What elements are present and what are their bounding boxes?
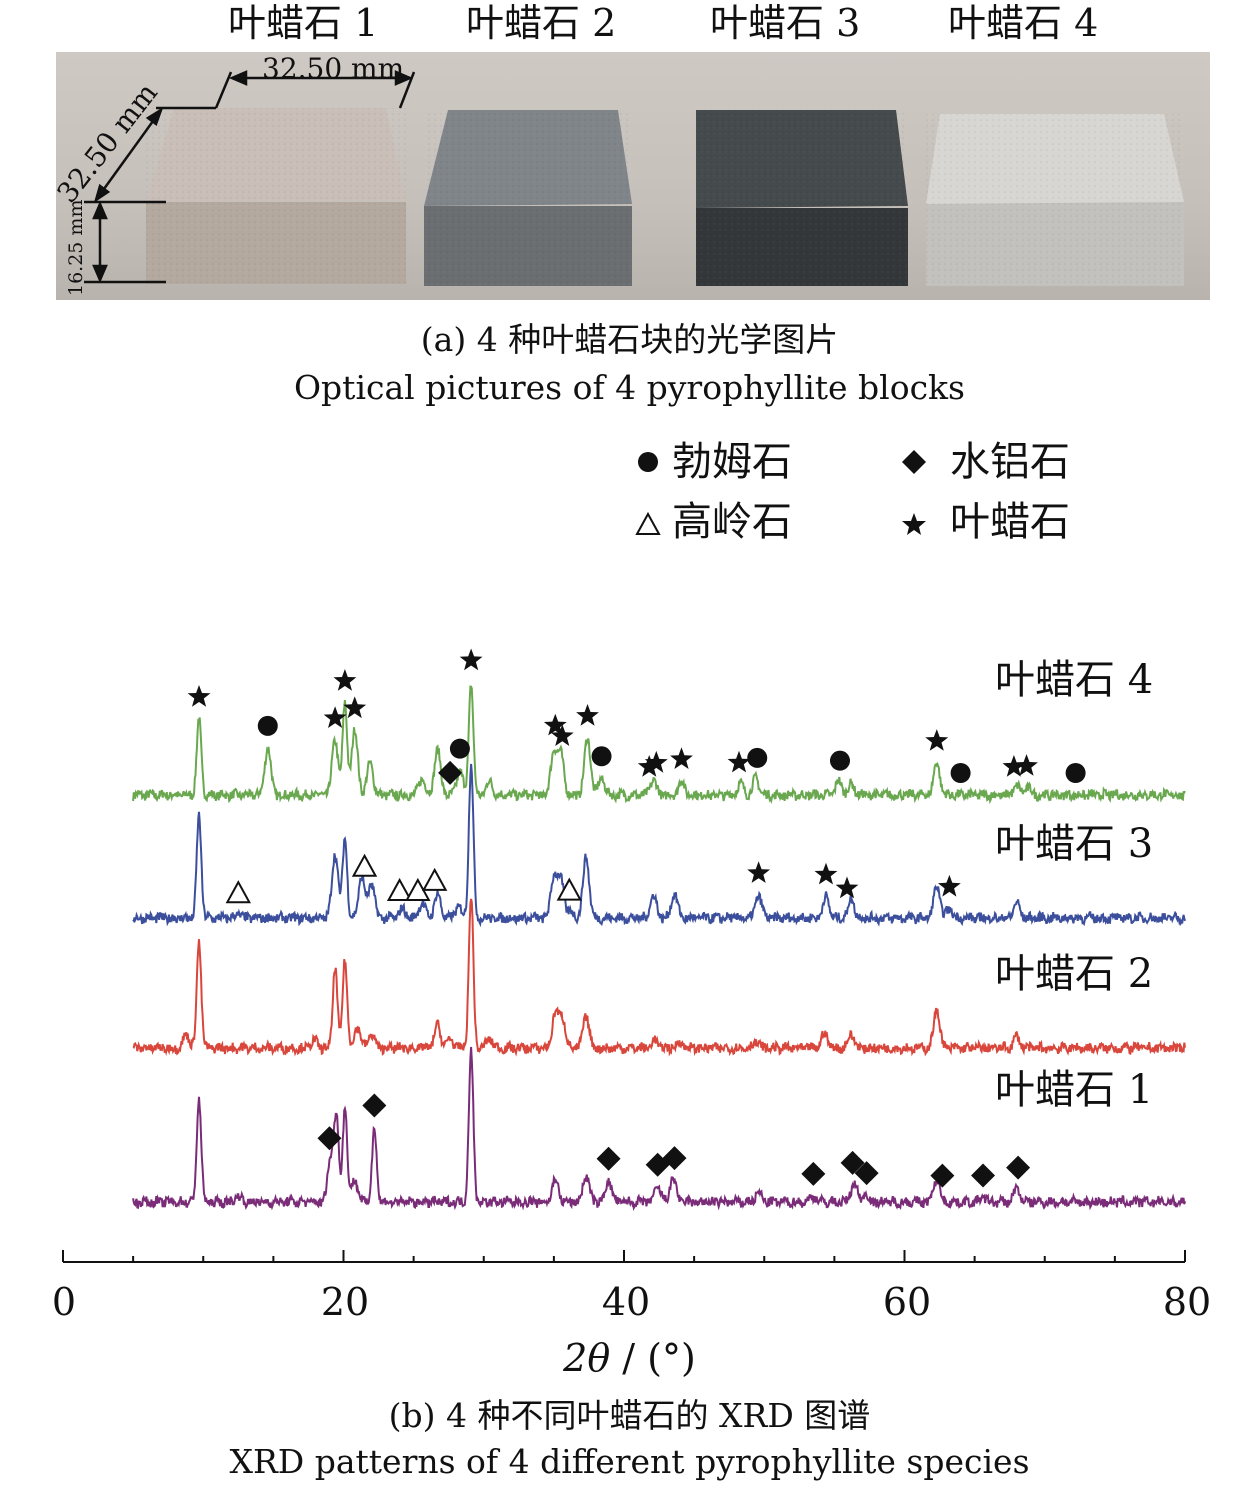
legend-label-kaolinite: 高岭石	[672, 499, 792, 545]
peak-marker-star-icon	[938, 874, 961, 897]
dimension-height-label: 16.25 mm	[65, 199, 87, 296]
peak-marker-diamond-icon	[362, 1093, 387, 1118]
peak-marker-triangle-open-icon	[351, 853, 378, 877]
dimension-width-label: 32.50 mm	[262, 52, 405, 85]
peak-marker-circle-icon	[1065, 763, 1086, 783]
peak-marker-star-icon	[576, 704, 599, 726]
block-2	[424, 110, 632, 286]
peak-marker-star-icon	[670, 747, 693, 769]
block-4	[926, 114, 1184, 286]
peak-marker-diamond-icon	[840, 1150, 865, 1175]
x-tick-label-20: 20	[320, 1280, 370, 1324]
caption-b-en: XRD patterns of 4 different pyrophyllite…	[229, 1442, 1030, 1481]
peak-marker-diamond-icon	[854, 1161, 879, 1186]
block-label-2: 叶蜡石 2	[466, 1, 617, 45]
legend-circle-icon	[638, 452, 658, 472]
peak-marker-star-icon	[814, 862, 838, 885]
peak-marker-circle-icon	[829, 750, 850, 771]
xrd-chart	[62, 648, 1186, 1263]
peak-marker-diamond-icon	[438, 760, 463, 785]
peak-marker-diamond-icon	[971, 1163, 996, 1188]
peak-marker-star-icon	[727, 750, 751, 773]
x-tick-label-80: 80	[1162, 1280, 1212, 1324]
xrd-curve-4	[132, 685, 1186, 805]
caption-a-en: Optical pictures of 4 pyrophyllite block…	[294, 368, 965, 407]
peak-marker-star-icon	[187, 685, 211, 707]
series-label-3: 叶蜡石 3	[995, 821, 1154, 867]
peak-marker-star-icon	[644, 750, 668, 773]
pyrophyllite-blocks-photo	[56, 52, 1210, 300]
xrd-peak-markers	[187, 648, 1086, 1188]
peak-marker-star-icon	[333, 669, 357, 691]
block-label-3: 叶蜡石 3	[710, 1, 861, 45]
peak-marker-circle-icon	[747, 747, 768, 768]
peak-marker-diamond-icon	[930, 1163, 955, 1188]
peak-marker-star-icon	[925, 729, 949, 751]
block-3	[696, 110, 908, 286]
xrd-curves	[132, 685, 1186, 1212]
peak-marker-star-icon	[1015, 754, 1038, 776]
peak-marker-star-icon	[323, 706, 347, 728]
peak-marker-star-icon	[459, 648, 483, 671]
peak-marker-circle-icon	[449, 738, 470, 759]
peak-marker-circle-icon	[950, 763, 971, 783]
peak-marker-circle-icon	[591, 746, 612, 767]
peak-marker-triangle-open-icon	[386, 877, 413, 901]
peak-marker-star-icon	[637, 755, 661, 777]
peak-marker-circle-icon	[257, 715, 278, 736]
dimension-lines	[84, 70, 416, 284]
xrd-curve-1	[132, 1046, 1186, 1212]
x-tick-label-0: 0	[51, 1280, 77, 1324]
legend-star-icon	[902, 513, 926, 535]
legend-label-diaspore: 水铝石	[950, 439, 1070, 485]
block-label-1: 叶蜡石 1	[228, 1, 379, 45]
x-axis-variable: 2θ	[563, 1336, 611, 1380]
legend-diamond-icon	[902, 450, 926, 474]
legend-triangle-icon	[635, 511, 661, 535]
peak-marker-star-icon	[543, 713, 567, 736]
caption-b-cn: (b) 4 种不同叶蜡石的 XRD 图谱	[388, 1396, 871, 1435]
peak-marker-diamond-icon	[596, 1146, 621, 1171]
block-label-4: 叶蜡石 4	[948, 1, 1099, 45]
peak-marker-diamond-icon	[1006, 1155, 1031, 1180]
peak-marker-triangle-open-icon	[421, 867, 448, 891]
blocks-illustration	[84, 70, 1184, 286]
caption-a-cn: (a) 4 种叶蜡石块的光学图片	[420, 320, 839, 359]
legend-label-pyrophyllite: 叶蜡石	[950, 499, 1070, 545]
peak-marker-star-icon	[747, 861, 771, 883]
peak-marker-star-icon	[550, 724, 574, 746]
peak-marker-star-icon	[1002, 755, 1026, 777]
peak-marker-diamond-icon	[801, 1161, 826, 1186]
block-1	[146, 108, 406, 284]
x-tick-label-40: 40	[601, 1280, 651, 1324]
series-label-2: 叶蜡石 2	[995, 951, 1154, 997]
peak-marker-triangle-open-icon	[225, 880, 252, 904]
peak-marker-diamond-icon	[317, 1126, 342, 1151]
legend-symbols	[635, 450, 926, 535]
xrd-curve-2	[132, 898, 1186, 1057]
x-axis-unit: / (°)	[610, 1336, 696, 1380]
peak-marker-triangle-open-icon	[556, 877, 582, 901]
legend-label-boehmite: 勃姆石	[672, 439, 792, 485]
xrd-curve-3	[132, 763, 1186, 928]
x-axis-label: 2θ / (°)	[0, 1336, 1259, 1380]
peak-marker-diamond-icon	[662, 1146, 687, 1171]
series-label-4: 叶蜡石 4	[995, 657, 1154, 703]
peak-marker-star-icon	[835, 876, 859, 899]
x-tick-label-60: 60	[882, 1280, 932, 1324]
x-axis	[62, 1250, 1186, 1263]
peak-marker-star-icon	[343, 696, 367, 719]
series-label-1: 叶蜡石 1	[995, 1067, 1154, 1113]
